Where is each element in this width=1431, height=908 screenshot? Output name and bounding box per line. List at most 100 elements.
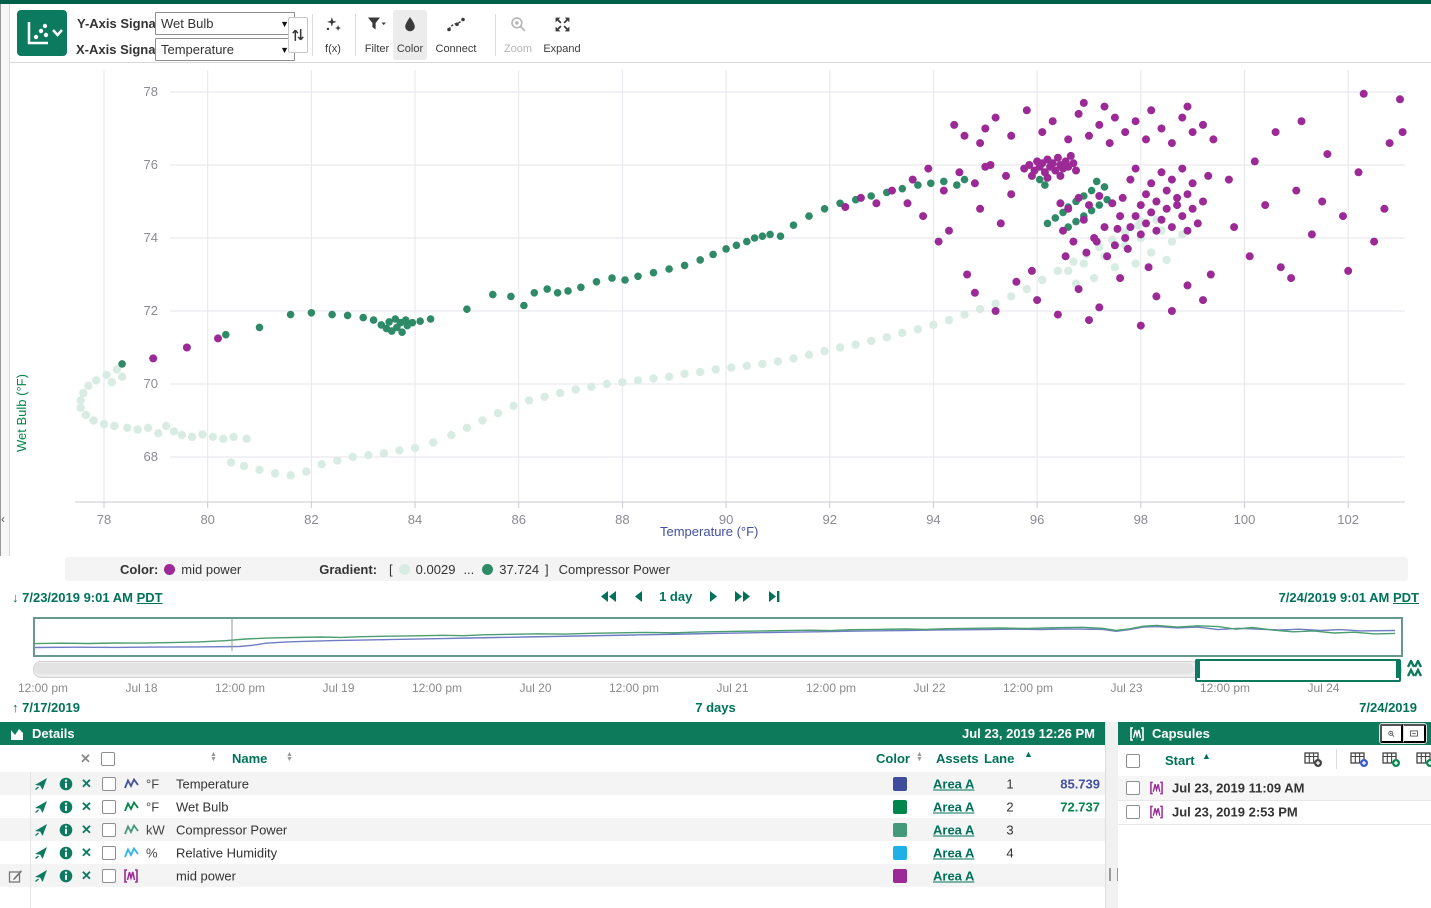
info-icon[interactable] [59, 823, 73, 837]
timeline-scrollbar[interactable] [33, 659, 1402, 682]
range-end-timezone[interactable]: PDT [1393, 590, 1419, 605]
remove-icon[interactable]: ✕ [81, 821, 92, 837]
timeline-tick-label: 12:00 pm [411, 681, 463, 695]
selection-right-handle[interactable] [1396, 659, 1400, 678]
details-table-row[interactable]: ✕ % Relative Humidity Area A 4 [0, 841, 1105, 864]
info-icon[interactable] [59, 869, 73, 883]
x-axis-signal-select[interactable]: Temperature ▼ [155, 38, 295, 61]
navigate-icon[interactable] [34, 777, 48, 791]
expand-button[interactable]: Expand [540, 10, 584, 60]
row-checkbox[interactable] [102, 776, 116, 791]
timeline-selection-window[interactable] [1195, 659, 1401, 682]
trend-preview[interactable] [33, 617, 1403, 657]
edit-icon[interactable] [8, 868, 23, 883]
color-swatch[interactable] [893, 776, 907, 791]
trend-preview-canvas [35, 619, 1396, 651]
sort-icon[interactable]: ▲ ▼ [916, 751, 923, 763]
row-checkbox[interactable] [102, 822, 116, 837]
investigate-end-date[interactable]: 7/24/2019 [1359, 700, 1417, 715]
sort-asc-icon[interactable]: ▲ [1202, 751, 1211, 761]
column-header-color[interactable]: Color [876, 751, 910, 766]
color-button[interactable]: Color [393, 10, 427, 60]
navigate-icon[interactable] [34, 846, 48, 860]
sort-icon[interactable]: ▲ ▼ [286, 751, 293, 763]
column-header-name[interactable]: Name [232, 751, 268, 766]
timeline-scrollbar-track[interactable] [34, 663, 1194, 674]
timeline-axis: 12:00 pm Jul 18 12:00 pm Jul 19 12:00 pm Jul … [0, 681, 1431, 695]
color-swatch[interactable] [893, 845, 907, 860]
remove-icon[interactable]: ✕ [81, 867, 92, 883]
scatter-plot-canvas[interactable]: 78 80 82 84 86 88 90 92 94 96 98 100 102 68 70 72 74 76 78 [0, 62, 1431, 545]
sort-asc-icon[interactable]: ▲ [1024, 749, 1033, 759]
capsule-row[interactable]: Jul 23, 2019 11:09 AM [1118, 776, 1431, 801]
range-end-date[interactable]: 7/24/2019 9:01 AM [1278, 590, 1390, 605]
item-name[interactable]: Relative Humidity [176, 845, 278, 860]
asset-link[interactable]: Area A [933, 845, 975, 860]
scatter-chart[interactable]: 78 80 82 84 86 88 90 92 94 96 98 100 102 68 70 72 74 76 78… [0, 62, 1431, 545]
remove-icon[interactable]: ✕ [81, 775, 92, 791]
info-icon[interactable] [59, 777, 73, 791]
remove-all-icon[interactable]: ✕ [80, 751, 91, 766]
row-checkbox[interactable] [102, 868, 116, 883]
zoom-in-capsules-button[interactable] [1380, 724, 1403, 743]
asset-link[interactable]: Area A [933, 776, 975, 791]
color-swatch[interactable] [893, 868, 907, 883]
capsule-time-button[interactable] [1406, 660, 1428, 677]
selection-left-handle[interactable] [1196, 659, 1200, 678]
row-checkbox[interactable] [102, 799, 116, 814]
filter-button[interactable]: Filter [359, 10, 395, 60]
details-table-row[interactable]: ✕ °F Temperature Area A 1 85.739 [0, 772, 1105, 795]
add-column-button[interactable] [1416, 751, 1431, 768]
select-all-checkbox[interactable] [101, 752, 115, 766]
column-header-start[interactable]: Start [1165, 753, 1195, 768]
swap-axes-button[interactable] [288, 17, 308, 53]
y-axis-signal-select[interactable]: Wet Bulb ▼ [155, 12, 295, 35]
add-column-button[interactable] [1382, 751, 1401, 768]
step-forward-button[interactable] [709, 590, 718, 603]
asset-link[interactable]: Area A [933, 799, 975, 814]
item-name[interactable]: Compressor Power [176, 822, 288, 837]
details-table-row[interactable]: ✕ °F Wet Bulb Area A 2 72.737 [0, 795, 1105, 818]
add-column-button[interactable] [1350, 751, 1369, 768]
column-header-assets[interactable]: Assets [936, 751, 979, 766]
asset-link[interactable]: Area A [933, 822, 975, 837]
color-swatch[interactable] [893, 799, 907, 814]
remove-icon[interactable]: ✕ [81, 844, 92, 860]
select-all-capsules-checkbox[interactable] [1126, 754, 1140, 768]
item-name[interactable]: Temperature [176, 776, 249, 791]
remove-icon[interactable]: ✕ [81, 798, 92, 814]
collapse-capsules-button[interactable] [1403, 724, 1426, 743]
capsule-checkbox[interactable] [1126, 805, 1140, 819]
add-column-button[interactable] [1304, 751, 1323, 768]
step-size-label[interactable]: 1 day [659, 589, 693, 604]
info-icon[interactable] [59, 846, 73, 860]
fx-button[interactable]: f(x) [315, 10, 351, 60]
step-back-fast-button[interactable] [600, 590, 617, 603]
capsule-checkbox[interactable] [1126, 781, 1140, 795]
info-icon[interactable] [59, 800, 73, 814]
step-to-end-button[interactable] [768, 590, 780, 603]
navigate-icon[interactable] [34, 869, 48, 883]
investigate-duration[interactable]: 7 days [695, 700, 736, 715]
collapse-left-strip[interactable]: ‹ [0, 4, 10, 556]
investigate-start-date[interactable]: 7/17/2019 [22, 700, 80, 715]
row-checkbox[interactable] [102, 845, 116, 860]
navigate-icon[interactable] [34, 800, 48, 814]
asset-link[interactable]: Area A [933, 868, 975, 883]
color-swatch[interactable] [893, 822, 907, 837]
navigate-icon[interactable] [34, 823, 48, 837]
range-start-date[interactable]: 7/23/2019 9:01 AM [22, 590, 133, 605]
chart-type-button[interactable] [17, 10, 67, 56]
item-name[interactable]: mid power [176, 868, 236, 883]
capsule-row[interactable]: Jul 23, 2019 2:53 PM [1118, 800, 1431, 825]
item-name[interactable]: Wet Bulb [176, 799, 229, 814]
column-header-lane[interactable]: Lane [984, 751, 1015, 766]
details-table-row[interactable]: ✕ mid power Area A [0, 864, 1105, 887]
range-start-timezone[interactable]: PDT [136, 590, 163, 605]
zoom-button[interactable]: Zoom [499, 10, 537, 60]
step-forward-fast-button[interactable] [734, 590, 751, 603]
connect-button[interactable]: Connect [430, 10, 482, 60]
sort-icon[interactable]: ▲ ▼ [210, 751, 217, 763]
details-table-row[interactable]: ✕ kW Compressor Power Area A 3 [0, 818, 1105, 841]
step-back-button[interactable] [634, 590, 643, 603]
